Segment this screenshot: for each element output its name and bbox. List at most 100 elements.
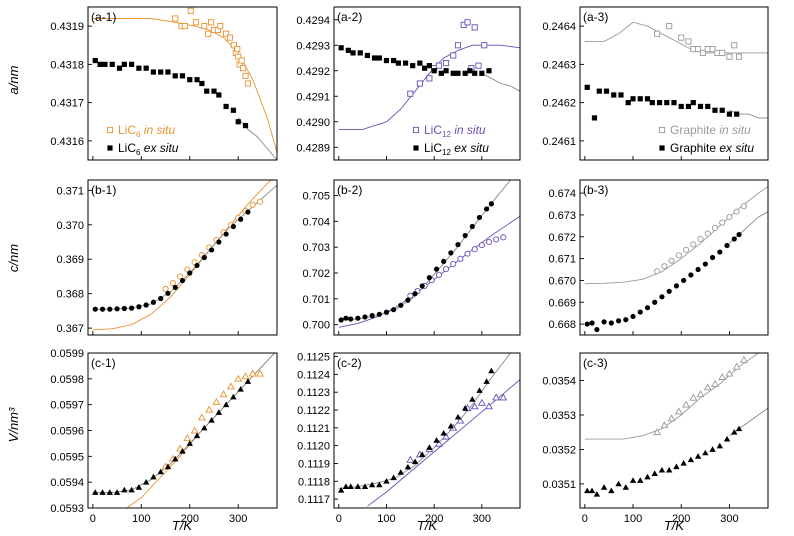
point-a-1-s1-22: [235, 119, 241, 125]
point-a-2-s0-9: [464, 19, 471, 26]
point-a-1-s0-20: [242, 72, 249, 79]
y-tick-label-a-3-1: 0.2462: [542, 98, 576, 110]
y-tick-label-a-2-3: 0.4292: [296, 66, 330, 78]
point-b-3-s1-20: [724, 242, 730, 249]
y-tick-label-c-2-6: 0.1123: [297, 387, 330, 399]
point-b-3-s1-1: [589, 320, 595, 326]
y-tick-label-c-1-1: 0.0594: [50, 477, 84, 489]
point-b-1-s0-2: [177, 273, 184, 280]
point-c-3-s1-17: [702, 449, 709, 456]
y-tick-label-a-3-0: 0.2461: [542, 136, 576, 148]
point-c-3-s0-7: [703, 383, 712, 391]
point-a-2-s0-11: [471, 24, 478, 31]
panel-b-3: 0.668 0.669 0.670 0.671 0.672 0.673 0.674 (b-3): [548, 179, 769, 336]
x-tick-label-c-3-0: 0: [582, 513, 588, 525]
point-c-2-s1-7: [383, 478, 390, 484]
panel-label-c-2: (c-2): [337, 356, 362, 370]
point-c-3-s0-11: [732, 362, 741, 370]
point-a-3-s1-18: [705, 103, 711, 110]
point-a-1-s1-20: [223, 103, 229, 110]
point-a-1-s0-3: [187, 7, 194, 14]
y-tick-label-a-1-3: 0.4319: [50, 21, 84, 33]
point-a-1-s0-16: [235, 53, 242, 60]
point-b-2-s1-19: [469, 223, 475, 230]
point-a-1-s1-11: [165, 69, 171, 75]
point-c-1-s1-10: [164, 463, 172, 470]
panel-c-3: 0 100 200 300 0.0351 0.0352 0.0353 0.0354 (c-3): [542, 352, 769, 525]
point-b-2-s0-6: [450, 260, 457, 268]
axes-frame-a-2: [333, 6, 521, 161]
point-c-1-s1-7: [142, 478, 150, 485]
fit-line-c-3-0: [584, 353, 760, 440]
point-c-3-s1-13: [673, 463, 680, 470]
point-c-1-s1-3: [113, 489, 121, 495]
point-b-2-s1-12: [419, 283, 425, 289]
point-a-3-s1-7: [630, 96, 636, 102]
point-b-2-s1-15: [441, 258, 447, 264]
point-a-2-s1-9: [395, 60, 401, 66]
point-a-2-s1-20: [462, 70, 468, 76]
point-b-3-s0-9: [719, 219, 726, 226]
points-c-1: [92, 369, 265, 495]
point-b-2-s1-9: [398, 302, 404, 308]
axes-frame-c-2: [333, 352, 521, 509]
point-c-3-s0-8: [710, 379, 719, 387]
point-c-1-s1-6: [135, 484, 143, 490]
point-b-3-s0-12: [740, 203, 747, 210]
point-c-2-s0-4: [442, 432, 451, 440]
fit-line-b-1-0: [92, 180, 272, 331]
axes-frame-b-2: [333, 179, 521, 336]
point-a-3-s0-12: [731, 42, 738, 49]
point-a-1-s0-10: [217, 23, 224, 30]
legend-entry-a-1-0: LiC6 in situ: [106, 123, 175, 139]
point-c-3-s1-15: [687, 456, 695, 463]
point-b-3-s1-3: [601, 319, 607, 325]
point-a-3-s1-8: [637, 96, 643, 102]
y-tick-label-a-2-0: 0.4289: [296, 142, 330, 154]
point-a-3-s1-5: [618, 92, 624, 98]
point-a-1-s1-8: [143, 65, 149, 71]
row-label-c: c/nm: [6, 244, 21, 272]
fit-line-b-2-0: [338, 215, 520, 328]
x-tick-label-c-2-100: 100: [377, 513, 395, 525]
points-a-3: [584, 23, 743, 121]
point-c-1-s0-10: [234, 374, 243, 382]
point-a-1-s1-14: [187, 77, 193, 83]
point-a-2-s1-19: [455, 70, 461, 76]
y-tick-label-b-3-1: 0.669: [548, 297, 576, 309]
point-b-1-s1-5: [129, 305, 135, 311]
point-a-2-s0-6: [450, 52, 457, 59]
point-a-1-s1-1: [97, 61, 103, 67]
y-tick-label-b-2-1: 0.701: [302, 294, 330, 306]
legend-entry-a-3-1: Graphite ex situ: [659, 141, 754, 155]
point-b-3-s1-4: [608, 320, 614, 326]
point-a-2-s1-4: [364, 52, 370, 59]
panel-a-3: 0.2461 0.2462 0.2463 0.2464 (a-3) Graphite in…: [542, 6, 769, 161]
point-c-2-s0-10: [485, 402, 493, 410]
point-a-2-s1-24: [486, 68, 492, 74]
point-c-1-s0-11: [241, 372, 250, 380]
point-c-1-s0-7: [212, 397, 221, 405]
point-b-1-s1-10: [165, 290, 171, 296]
point-a-1-s1-15: [194, 77, 200, 83]
point-c-1-s0-13: [256, 369, 265, 377]
point-b-2-s1-18: [462, 232, 468, 239]
point-c-1-s1-9: [157, 468, 164, 475]
point-a-1-s0-6: [205, 30, 212, 37]
fit-lines-c-1: [92, 353, 276, 508]
legend-marker-a-1-1: [107, 145, 113, 151]
point-b-3-s0-8: [711, 224, 719, 232]
point-c-1-s1-21: [244, 378, 252, 384]
y-tick-label-c-1-3: 0.0596: [50, 426, 84, 438]
point-a-3-s0-13: [736, 53, 743, 60]
point-c-3-s1-11: [658, 466, 666, 473]
y-tick-label-b-1-4: 0.371: [56, 185, 84, 197]
x-tick-label-c-2-300: 300: [473, 513, 491, 525]
panel-a-2: 0.4289 0.4290 0.4291 0.4292 0.4293 0.4294 (a-2…: [296, 6, 521, 161]
point-b-1-s0-0: [162, 285, 169, 292]
y-tick-label-b-2-2: 0.702: [302, 268, 330, 280]
point-c-2-s1-9: [397, 469, 404, 475]
fit-line-a-1-0: [92, 18, 277, 153]
legend-entry-a-2-1: LiC12 ex situ: [413, 141, 489, 157]
point-c-3-s1-4: [608, 487, 615, 494]
